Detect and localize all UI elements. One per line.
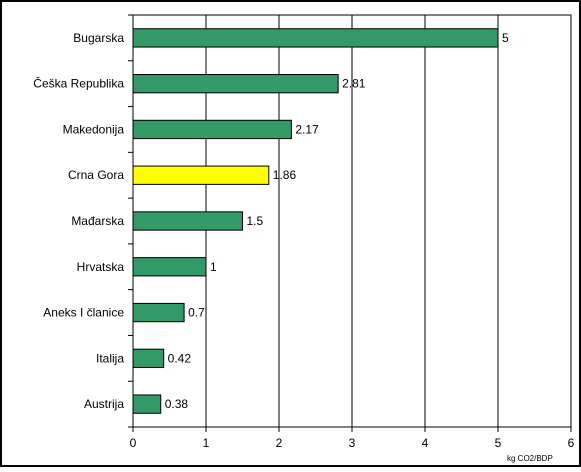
category-label: Mađarska <box>71 214 124 228</box>
labels: 0 1 2 3 4 5 6 Bugarska 5 Češka Republika 2.81 Maked… <box>33 31 574 450</box>
bar-italija <box>132 348 165 368</box>
category-label: Bugarska <box>73 31 124 45</box>
category-label: Aneks I članice <box>43 306 124 320</box>
x-tick-label: 1 <box>203 436 210 450</box>
value-label: 1.5 <box>247 214 264 228</box>
value-label: 1.86 <box>273 168 297 182</box>
value-label: 2.17 <box>295 122 319 136</box>
bars <box>132 28 499 414</box>
value-label: 0.42 <box>168 351 192 365</box>
category-label: Hrvatska <box>77 260 125 274</box>
x-tick-label: 5 <box>495 436 502 450</box>
x-axis-title: kg CO2/BDP <box>507 454 553 463</box>
bar-hrvatska <box>132 257 207 277</box>
bar-aneks-i-lanice <box>132 302 185 323</box>
x-tick-label: 4 <box>422 436 429 450</box>
bar--e-ka-republika <box>132 74 339 94</box>
bar-crna-gora <box>132 165 270 185</box>
bar-makedonija <box>132 119 292 140</box>
value-label: 5 <box>502 31 509 45</box>
value-label: 0.38 <box>165 397 189 411</box>
bar-austrija <box>132 394 162 414</box>
category-label: Češka Republika <box>33 76 124 91</box>
bar-bugarska <box>132 28 499 48</box>
value-label: 0.7 <box>188 306 205 320</box>
bar-ma-arska <box>132 211 243 231</box>
x-tick-label: 6 <box>568 436 575 450</box>
x-tick-label: 0 <box>130 436 137 450</box>
x-tick-label: 2 <box>276 436 283 450</box>
value-label: 2.81 <box>342 77 366 91</box>
category-label: Austrija <box>84 397 124 411</box>
x-tick-label: 3 <box>349 436 356 450</box>
axes <box>128 14 572 432</box>
category-label: Crna Gora <box>68 168 124 182</box>
category-label: Italija <box>96 351 124 365</box>
value-label: 1 <box>210 260 217 274</box>
category-label: Makedonija <box>63 122 125 136</box>
